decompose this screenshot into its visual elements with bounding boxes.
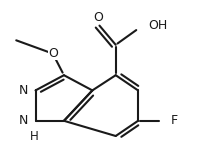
- Text: OH: OH: [147, 19, 167, 32]
- Text: N: N: [18, 114, 28, 127]
- Text: H: H: [30, 129, 39, 143]
- Text: N: N: [18, 84, 28, 97]
- Text: O: O: [93, 11, 103, 24]
- Text: F: F: [170, 114, 177, 127]
- Text: O: O: [48, 47, 57, 60]
